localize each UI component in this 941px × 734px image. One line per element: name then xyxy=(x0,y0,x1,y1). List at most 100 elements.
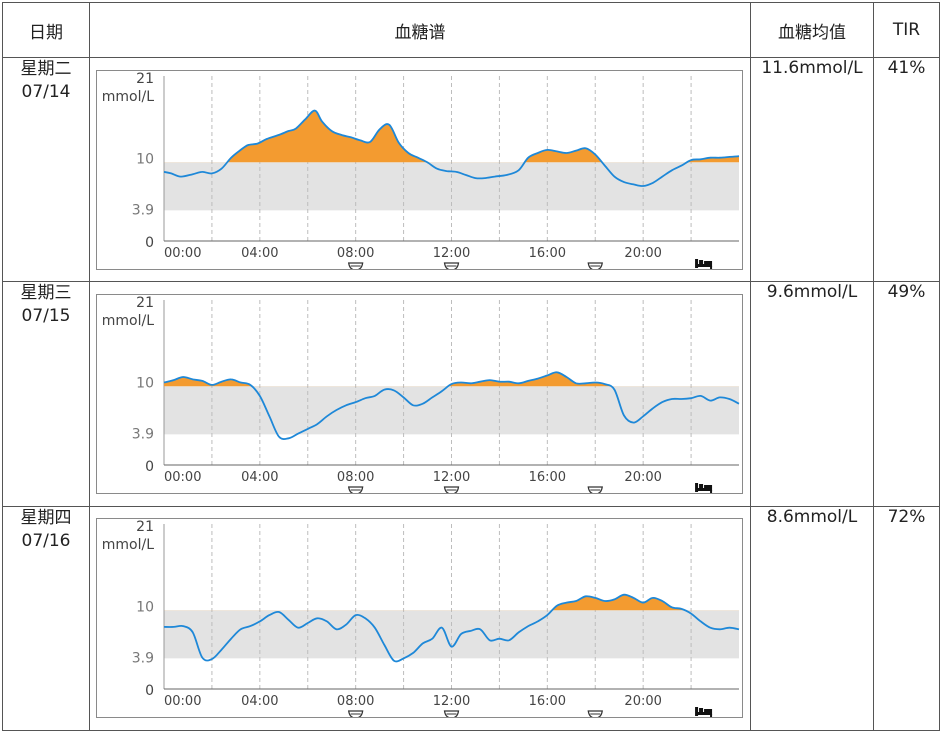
glucose-chart-svg: 21 mmol/L 10 3.9 0 00:00 04:00 08:00 12:00 16:00 2… xyxy=(102,71,740,269)
meal-icon xyxy=(587,262,603,269)
meal-icon xyxy=(587,710,603,718)
high-glucose-area xyxy=(164,110,739,163)
sleep-icon-pillow xyxy=(699,483,704,488)
meal-icon-bowl xyxy=(347,262,364,269)
y-max-label: 21 xyxy=(136,519,154,535)
chart-cell: 21 mmol/L 10 3.9 0 00:00 04:00 08:00 12:00 16:00 2… xyxy=(89,281,751,507)
y-unit-label: mmol/L xyxy=(102,313,154,329)
sleep-icon-head xyxy=(695,258,699,268)
y-tick-label: 3.9 xyxy=(132,426,154,442)
meal-icon xyxy=(347,262,364,269)
sleep-icon-head xyxy=(695,707,699,717)
x-tick-label: 16:00 xyxy=(529,694,566,709)
x-tick-label: 20:00 xyxy=(624,246,661,261)
date-cell: 星期四 07/16 xyxy=(2,505,90,732)
glucose-chart: 21 mmol/L 10 3.9 0 00:00 04:00 08:00 12:00 16:00 2… xyxy=(96,293,743,494)
x-tick-label: 04:00 xyxy=(241,470,278,485)
glucose-line xyxy=(163,594,740,663)
sleep-icon xyxy=(695,707,713,718)
tir-value: 49% xyxy=(873,281,940,507)
meal-icon-bowl xyxy=(587,710,603,718)
glucose-chart-svg: 21 mmol/L 10 3.9 0 00:00 04:00 08:00 12:00 16:00 2… xyxy=(102,519,740,718)
x-tick-label: 08:00 xyxy=(337,246,374,261)
y-tick-label: 3.9 xyxy=(132,651,154,667)
sleep-icon-base xyxy=(697,712,713,716)
day-row: 星期四 07/16 21 mmol/L 10 3.9 0 00:00 04:00 08:00 1… xyxy=(2,505,940,732)
sleep-icon-pillow xyxy=(699,708,704,713)
sleep-icon-leg xyxy=(710,489,713,493)
glucose-chart-svg: 21 mmol/L 10 3.9 0 00:00 04:00 08:00 12:00 16:00 2… xyxy=(102,295,740,493)
date-label: 07/14 xyxy=(21,82,71,102)
meal-icon xyxy=(443,262,460,269)
x-tick-label: 00:00 xyxy=(164,246,201,261)
glucose-chart: 21 mmol/L 10 3.9 0 00:00 04:00 08:00 12:00 16:00 2… xyxy=(96,69,743,270)
meal-icon xyxy=(443,486,460,493)
sleep-icon-pillow xyxy=(699,259,704,264)
x-tick-label: 04:00 xyxy=(241,694,278,709)
glucose-mean-value: 9.6mmol/L xyxy=(750,281,874,507)
tir-value: 72% xyxy=(873,505,940,732)
header-row: 日期 血糖谱 血糖均值 TIR xyxy=(2,2,940,58)
sleep-icon-base xyxy=(697,487,713,491)
date-label: 07/15 xyxy=(21,306,71,327)
day-label: 星期四 xyxy=(20,507,72,528)
x-tick-label: 20:00 xyxy=(624,694,661,709)
y-tick-label: 10 xyxy=(136,375,154,391)
meal-icon-bowl xyxy=(587,486,603,493)
meal-icon-bowl xyxy=(347,486,364,493)
x-tick-label: 12:00 xyxy=(433,470,470,485)
sleep-icon-blanket xyxy=(704,709,713,713)
y-tick-label: 0 xyxy=(145,459,154,475)
y-tick-label: 3.9 xyxy=(132,202,154,218)
glucose-line xyxy=(163,371,740,440)
day-row: 星期二 07/14 21 mmol/L 10 3.9 0 00:00 04:00 08:00 1… xyxy=(2,56,940,283)
x-tick-label: 16:00 xyxy=(529,246,566,261)
y-tick-label: 0 xyxy=(145,683,154,699)
glucose-mean-value: 11.6mmol/L xyxy=(750,56,874,283)
glucose-line xyxy=(163,109,740,187)
day-label: 星期三 xyxy=(20,283,72,304)
header-glucose-mean: 血糖均值 xyxy=(750,2,874,58)
sleep-icon-leg xyxy=(710,265,713,269)
meal-icon-bowl xyxy=(587,262,603,269)
meal-icon xyxy=(443,710,460,718)
meal-icon-bowl xyxy=(443,710,460,718)
header-tir: TIR xyxy=(873,2,940,58)
x-tick-label: 08:00 xyxy=(337,470,374,485)
x-tick-label: 16:00 xyxy=(529,470,566,485)
date-label: 07/16 xyxy=(21,530,71,551)
date-cell: 星期三 07/15 xyxy=(2,281,90,507)
x-tick-label: 08:00 xyxy=(337,694,374,709)
x-tick-label: 20:00 xyxy=(624,470,661,485)
sleep-icon xyxy=(695,482,713,493)
sleep-icon-leg xyxy=(710,714,713,718)
header-glucose-profile: 血糖谱 xyxy=(89,2,751,58)
y-tick-label: 10 xyxy=(136,600,154,616)
sleep-icon-base xyxy=(697,263,713,267)
sleep-icon-blanket xyxy=(704,260,713,264)
x-tick-label: 12:00 xyxy=(433,694,470,709)
meal-icon-bowl xyxy=(443,262,460,269)
sleep-icon xyxy=(695,258,713,269)
sleep-icon-blanket xyxy=(704,484,713,488)
y-max-label: 21 xyxy=(136,71,154,87)
y-unit-label: mmol/L xyxy=(102,537,154,553)
y-tick-label: 0 xyxy=(145,235,154,251)
sleep-icon-head xyxy=(695,482,699,492)
meal-icon-bowl xyxy=(347,710,364,718)
y-unit-label: mmol/L xyxy=(102,89,154,105)
meal-icon xyxy=(347,486,364,493)
date-cell: 星期二 07/14 xyxy=(2,56,90,283)
y-max-label: 21 xyxy=(136,295,154,311)
meal-icon xyxy=(587,486,603,493)
chart-cell: 21 mmol/L 10 3.9 0 00:00 04:00 08:00 12:00 16:00 2… xyxy=(89,56,751,283)
tir-value: 41% xyxy=(873,56,940,283)
meal-icon-bowl xyxy=(443,486,460,493)
y-tick-label: 10 xyxy=(136,151,154,167)
header-date: 日期 xyxy=(2,2,90,58)
day-label: 星期二 xyxy=(20,59,72,79)
glucose-chart: 21 mmol/L 10 3.9 0 00:00 04:00 08:00 12:00 16:00 2… xyxy=(96,518,743,719)
x-tick-label: 00:00 xyxy=(164,694,201,709)
day-row: 星期三 07/15 21 mmol/L 10 3.9 0 00:00 04:00 08:00 1… xyxy=(2,281,940,507)
meal-icon xyxy=(347,710,364,718)
